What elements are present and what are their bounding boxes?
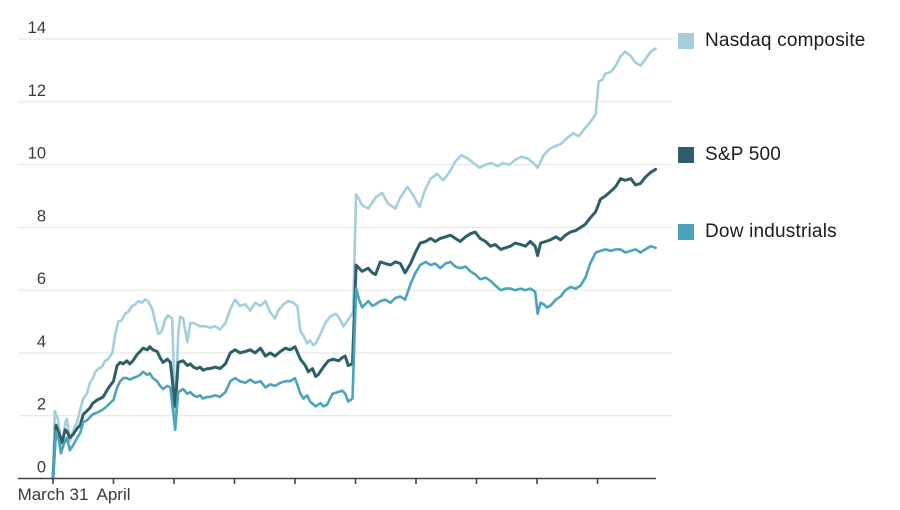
series-line-dow-industrials	[51, 244, 657, 480]
dow-swatch-icon	[678, 224, 694, 240]
nasdaq-swatch-icon	[678, 33, 694, 49]
y-axis-tick-label: 10	[28, 145, 46, 163]
x-axis-tick-label: March 31	[18, 485, 89, 504]
x-axis-tick-label: April	[96, 485, 130, 504]
legend-item-dow: Dow industrials	[678, 221, 837, 243]
y-axis-tick-label: 14	[28, 19, 46, 37]
y-axis-tick-label: 2	[37, 396, 46, 414]
legend: Nasdaq composite S&P 500 Dow industrials	[678, 0, 898, 510]
series-line-nasdaq-composite	[51, 47, 657, 480]
y-axis-tick-label: 6	[37, 270, 46, 288]
legend-label-dow: Dow industrials	[705, 221, 837, 242]
legend-label-sp500: S&P 500	[705, 144, 782, 165]
y-axis-tick-label: 0	[37, 459, 46, 477]
y-axis-tick-label: 8	[37, 207, 46, 225]
y-axis-tick-label: 12	[28, 82, 46, 100]
series-line-s-p-500	[51, 167, 658, 480]
legend-item-sp500: S&P 500	[678, 144, 781, 166]
y-axis-tick-label: 4	[37, 333, 46, 351]
legend-label-nasdaq: Nasdaq composite	[705, 30, 866, 51]
legend-item-nasdaq: Nasdaq composite	[678, 30, 866, 52]
sp500-swatch-icon	[678, 147, 694, 163]
